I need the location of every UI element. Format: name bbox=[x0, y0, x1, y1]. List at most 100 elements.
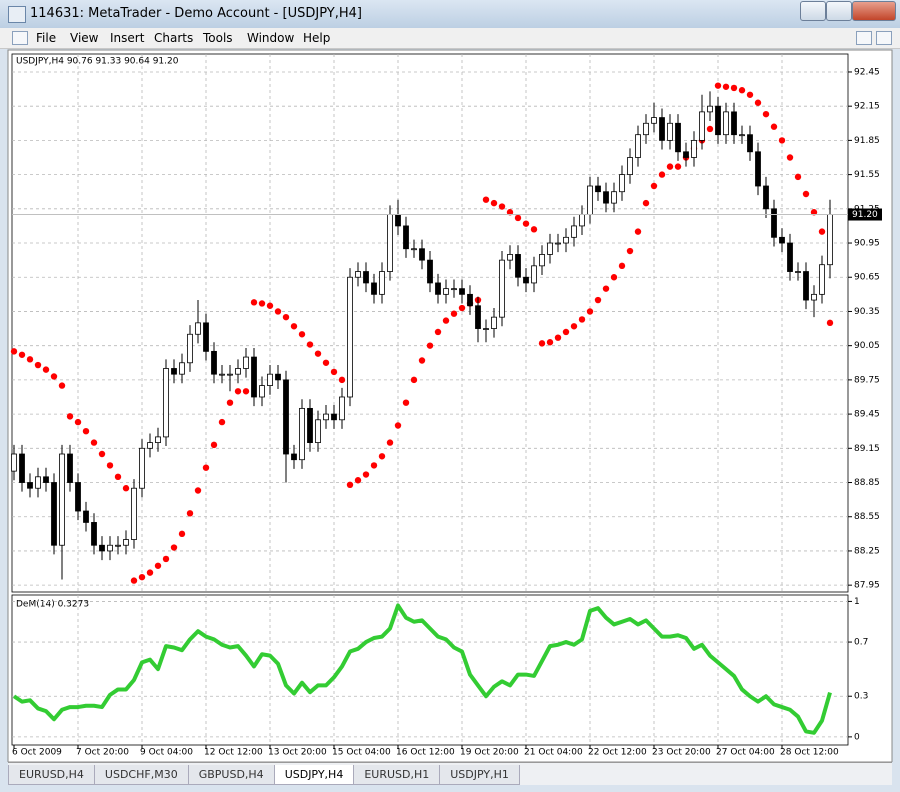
candle-body bbox=[451, 288, 457, 291]
candle-body bbox=[195, 322, 201, 335]
menu-item[interactable]: File bbox=[36, 31, 57, 45]
menu-item[interactable]: Insert bbox=[110, 31, 145, 45]
chart-window: USDJPY,H4 90.76 91.33 90.64 91.20 DeM(14… bbox=[7, 49, 893, 762]
menu-item[interactable]: Window bbox=[247, 31, 295, 45]
sar-dot bbox=[618, 262, 626, 270]
candle-body bbox=[483, 328, 489, 330]
candle-body bbox=[427, 259, 433, 284]
candle-body bbox=[107, 544, 113, 552]
y-tick-label: 87.95 bbox=[854, 581, 880, 591]
candle-body bbox=[403, 225, 409, 250]
sar-dot bbox=[146, 569, 154, 576]
chart-tab[interactable]: EURUSD,H4 bbox=[8, 765, 95, 785]
candle-body bbox=[691, 139, 697, 158]
sar-dot bbox=[370, 462, 378, 469]
candle-body bbox=[227, 373, 233, 376]
candle-body bbox=[491, 316, 497, 329]
chart-tab[interactable]: USDJPY,H1 bbox=[439, 765, 520, 785]
menu-item[interactable]: Charts bbox=[154, 31, 194, 45]
candle-body bbox=[219, 373, 225, 376]
sar-dot bbox=[554, 334, 562, 341]
candle-body bbox=[147, 442, 153, 449]
sar-dot bbox=[58, 382, 66, 389]
sar-dot bbox=[130, 577, 138, 584]
child-restore[interactable] bbox=[856, 31, 872, 45]
candle-body bbox=[115, 544, 121, 547]
candle-body bbox=[43, 476, 49, 483]
sar-dot bbox=[90, 439, 98, 446]
candle-body bbox=[19, 453, 25, 483]
y-tick-label: 90.65 bbox=[854, 273, 880, 283]
sar-dot bbox=[778, 137, 786, 144]
candle-body bbox=[187, 333, 193, 364]
menu-item[interactable]: View bbox=[70, 31, 99, 45]
sar-dot bbox=[818, 228, 826, 235]
sar-dot bbox=[250, 299, 258, 306]
x-tick-label: 27 Oct 04:00 bbox=[716, 748, 775, 758]
sar-dot bbox=[154, 562, 162, 569]
sar-dot bbox=[458, 304, 466, 312]
sar-dot bbox=[794, 173, 802, 181]
sar-dot bbox=[26, 356, 34, 363]
sar-dot bbox=[282, 313, 290, 321]
sar-dot bbox=[650, 182, 658, 190]
last-price-label: 91.20 bbox=[852, 210, 878, 220]
y-tick-label: 91.55 bbox=[854, 170, 880, 180]
last-price-box bbox=[848, 208, 882, 221]
candle-body bbox=[339, 396, 345, 421]
candle-body bbox=[27, 482, 33, 489]
candle-body bbox=[827, 214, 833, 266]
sar-dot bbox=[330, 368, 338, 376]
candle-body bbox=[683, 151, 689, 158]
candle-body bbox=[699, 111, 705, 141]
close-button[interactable] bbox=[852, 1, 896, 21]
maximize-button[interactable] bbox=[826, 1, 852, 21]
chart-tabs: EURUSD,H4 USDCHF,M30 GBPUSD,H4 USDJPY,H4 EUR… bbox=[8, 762, 892, 785]
sar-dot bbox=[178, 530, 186, 538]
sar-dot bbox=[10, 348, 18, 355]
candle-body bbox=[443, 288, 449, 295]
candle-body bbox=[627, 157, 633, 176]
chart-tab[interactable]: USDCHF,M30 bbox=[93, 765, 189, 785]
menu-item[interactable]: Tools bbox=[203, 31, 233, 45]
sar-dot bbox=[442, 317, 450, 324]
minimize-button[interactable] bbox=[800, 1, 826, 21]
y-tick-label: 88.55 bbox=[854, 512, 880, 522]
candle-body bbox=[547, 242, 553, 255]
sar-dot bbox=[210, 441, 218, 449]
sar-dot bbox=[482, 196, 490, 203]
y-tick-label: 88.25 bbox=[854, 546, 880, 556]
sar-dot bbox=[98, 450, 106, 458]
y-tick-label: 90.95 bbox=[854, 239, 880, 249]
sar-dot bbox=[730, 84, 738, 92]
child-close[interactable] bbox=[876, 31, 892, 45]
x-tick-label: 22 Oct 12:00 bbox=[588, 748, 647, 758]
candle-body bbox=[475, 305, 481, 329]
sar-dot bbox=[410, 376, 418, 384]
candle-body bbox=[355, 271, 361, 278]
candle-body bbox=[251, 356, 257, 398]
candle-body bbox=[459, 288, 465, 295]
sar-dot bbox=[706, 125, 714, 133]
menu-item[interactable]: Help bbox=[303, 31, 331, 45]
candle-body bbox=[779, 236, 785, 244]
candle-body bbox=[211, 350, 217, 375]
x-tick-label: 13 Oct 20:00 bbox=[268, 748, 327, 758]
sar-dot bbox=[338, 376, 346, 384]
candle-body bbox=[467, 293, 473, 307]
sar-dot bbox=[274, 308, 282, 315]
chart-tab[interactable]: GBPUSD,H4 bbox=[187, 765, 275, 785]
y-tick-label: 1 bbox=[854, 597, 860, 607]
sar-dot bbox=[674, 163, 682, 170]
sar-dot bbox=[66, 413, 74, 420]
indicator-line bbox=[12, 603, 832, 735]
candle-body bbox=[411, 248, 417, 251]
candle-body bbox=[539, 254, 545, 267]
sar-dot bbox=[450, 310, 458, 317]
chart-tab[interactable]: EURUSD,H1 bbox=[353, 765, 441, 785]
sar-dot bbox=[546, 339, 554, 346]
sar-dot bbox=[738, 87, 746, 94]
chart-tab[interactable]: USDJPY,H4 bbox=[273, 765, 355, 785]
candle-body bbox=[587, 185, 593, 215]
